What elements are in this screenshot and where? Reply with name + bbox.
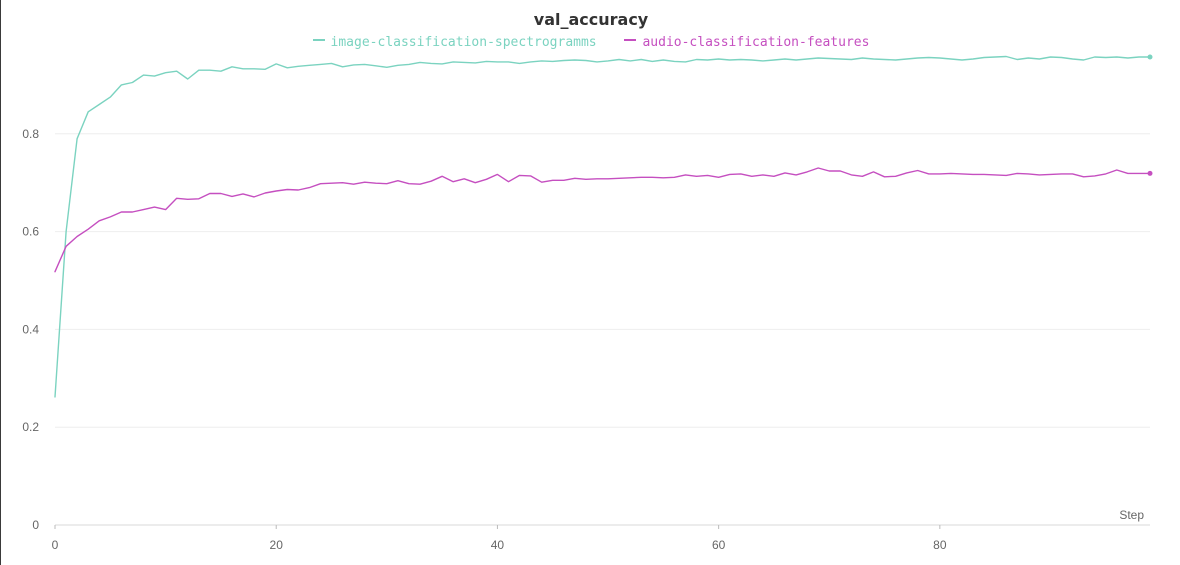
legend-label-audio-classification: audio-classification-features	[642, 35, 870, 50]
legend-label-image-classification: image-classification-spectrogramms	[330, 35, 597, 50]
legend-item-image-classification[interactable]: image-classification-spectrogramms	[312, 35, 597, 50]
chart-legend: image-classification-spectrogramms audio…	[1, 35, 1180, 50]
y-tick-label: 0	[32, 518, 39, 532]
x-axis-title: Step	[1119, 508, 1144, 522]
series-end-point-1	[1147, 170, 1153, 176]
legend-item-audio-classification[interactable]: audio-classification-features	[624, 35, 869, 50]
series-line-0[interactable]	[54, 55, 1151, 398]
x-tick-label: 40	[491, 538, 505, 552]
y-tick-label: 0.8	[22, 127, 39, 141]
series-line-1[interactable]	[54, 167, 1151, 273]
x-tick-label: 0	[52, 538, 59, 552]
legend-swatch-audio-classification	[624, 38, 637, 41]
y-tick-label: 0.4	[22, 322, 39, 336]
y-tick-label: 0.6	[22, 225, 39, 239]
chart-title: val_accuracy	[533, 10, 649, 29]
series-end-point-0	[1147, 54, 1153, 60]
y-tick-label: 0.2	[22, 420, 39, 434]
legend-swatch-image-classification	[312, 38, 325, 41]
x-tick-label: 80	[933, 538, 947, 552]
x-tick-label: 60	[712, 538, 726, 552]
x-tick-label: 20	[270, 538, 284, 552]
